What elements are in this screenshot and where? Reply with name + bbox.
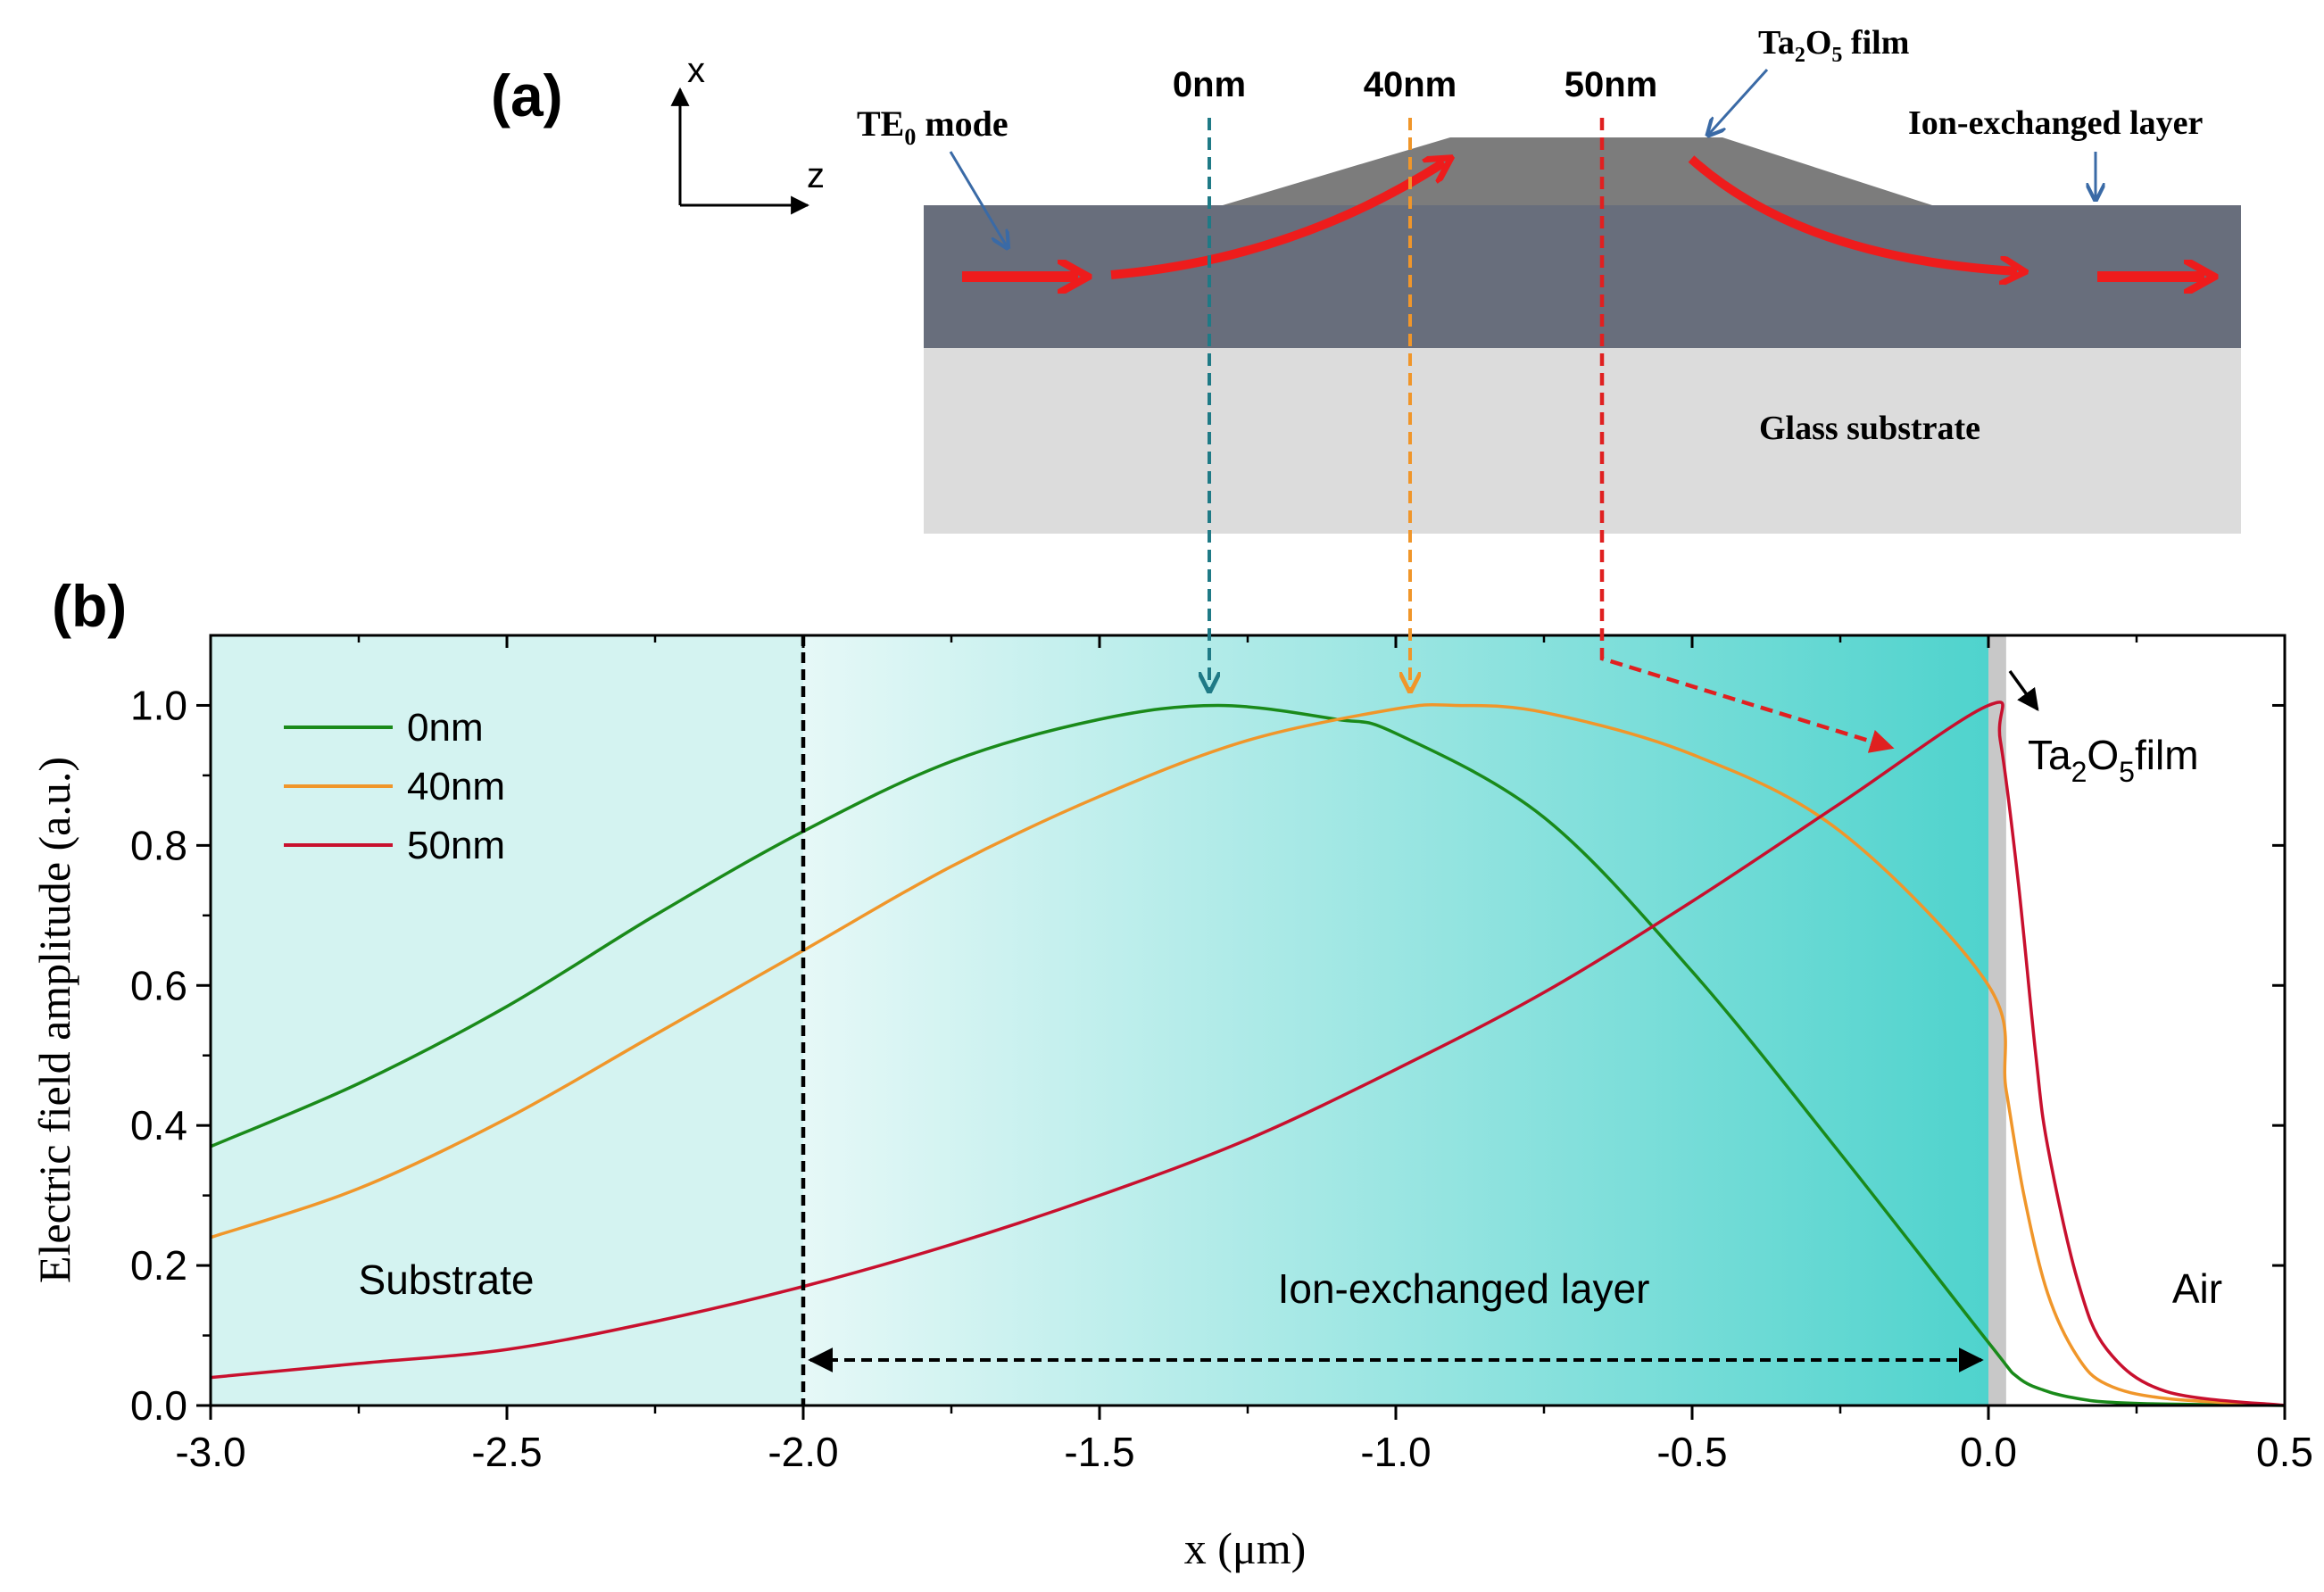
y-tick-label: 1.0 bbox=[130, 682, 187, 728]
ion-layer-label: Ion-exchanged layer bbox=[1908, 104, 2204, 142]
legend-label-40nm: 40nm bbox=[407, 765, 505, 808]
axis-z-label: z bbox=[807, 156, 825, 195]
y-tick-label: 0.0 bbox=[130, 1382, 187, 1429]
substrate-region-label: Substrate bbox=[359, 1256, 535, 1303]
axis-ticks: -3.0 -2.5 -2.0 -1.5 -1.0 -0.5 0.0 0.5 0.0 0.2 0.4 0… bbox=[130, 635, 2313, 1475]
y-tick-label: 0.6 bbox=[130, 962, 187, 1008]
ta2o5-pointer bbox=[1709, 68, 1769, 134]
x-tick-label: -3.0 bbox=[175, 1429, 245, 1475]
series-line-40nm bbox=[210, 702, 2286, 1407]
substrate-region bbox=[211, 635, 803, 1405]
legend-label-0nm: 0nm bbox=[407, 706, 484, 750]
plot-film-pointer bbox=[2008, 669, 2039, 711]
series-line-50nm bbox=[210, 701, 2286, 1407]
panel-a-label: (a) bbox=[491, 62, 563, 129]
x-tick-label: -2.0 bbox=[768, 1429, 838, 1475]
plot-ta2o5-label: Ta2O5film bbox=[2028, 732, 2199, 788]
y-tick-label: 0.4 bbox=[130, 1102, 187, 1148]
x-tick-label: -1.5 bbox=[1064, 1429, 1134, 1475]
glass-substrate-block bbox=[924, 348, 2241, 534]
panel-b-label: (b) bbox=[52, 573, 127, 639]
y-axis-title: Electric field amplitude (a.u.) bbox=[29, 757, 79, 1283]
film-band bbox=[1988, 635, 2006, 1405]
ta2o5-film-label: Ta2O5 film bbox=[1758, 24, 1909, 67]
ion-exchanged-region bbox=[803, 635, 1988, 1405]
thickness-40nm-label: 40nm bbox=[1364, 65, 1457, 104]
glass-substrate-label: Glass substrate bbox=[1759, 410, 1980, 447]
connector-50nm bbox=[1599, 118, 1895, 753]
coupling-up-arrow bbox=[1110, 162, 1444, 279]
ta2o5-film-block bbox=[1223, 137, 1932, 205]
x-tick-label: -1.0 bbox=[1360, 1429, 1431, 1475]
air-region bbox=[2005, 635, 2285, 1405]
x-tick-label: -2.5 bbox=[471, 1429, 542, 1475]
air-region-label: Air bbox=[2172, 1265, 2222, 1312]
x-tick-label: -0.5 bbox=[1656, 1429, 1727, 1475]
axis-x-label: x bbox=[687, 51, 705, 90]
thickness-0nm-label: 0nm bbox=[1173, 65, 1246, 104]
te-mode-label: TE0 mode bbox=[857, 104, 1008, 150]
x-tick-label: 0.0 bbox=[1960, 1429, 2017, 1475]
ion-region-label: Ion-exchanged layer bbox=[1278, 1265, 1650, 1312]
te-mode-pointer bbox=[949, 151, 1007, 246]
panel-b: (b) -3.0 -2.5 -2.0 -1.5 -1.0 -0.5 0.0 0.5 0.0 0.2… bbox=[29, 573, 2313, 1573]
x-axis-title: x (μm) bbox=[1184, 1523, 1307, 1573]
x-tick-label: 0.5 bbox=[2256, 1429, 2313, 1475]
coupling-down-arrow bbox=[1688, 155, 2017, 271]
legend-label-50nm: 50nm bbox=[407, 824, 505, 867]
y-tick-label: 0.8 bbox=[130, 822, 187, 868]
series-line-0nm bbox=[210, 703, 2286, 1407]
thickness-50nm-label: 50nm bbox=[1565, 65, 1658, 104]
y-tick-label: 0.2 bbox=[130, 1242, 187, 1289]
panel-a: (a) x z TE0 mode 0nm 40nm 50nm Ta2O5 fil… bbox=[491, 24, 2241, 534]
legend: 0nm 40nm 50nm bbox=[284, 706, 505, 867]
connector-arrows bbox=[1209, 118, 1895, 753]
